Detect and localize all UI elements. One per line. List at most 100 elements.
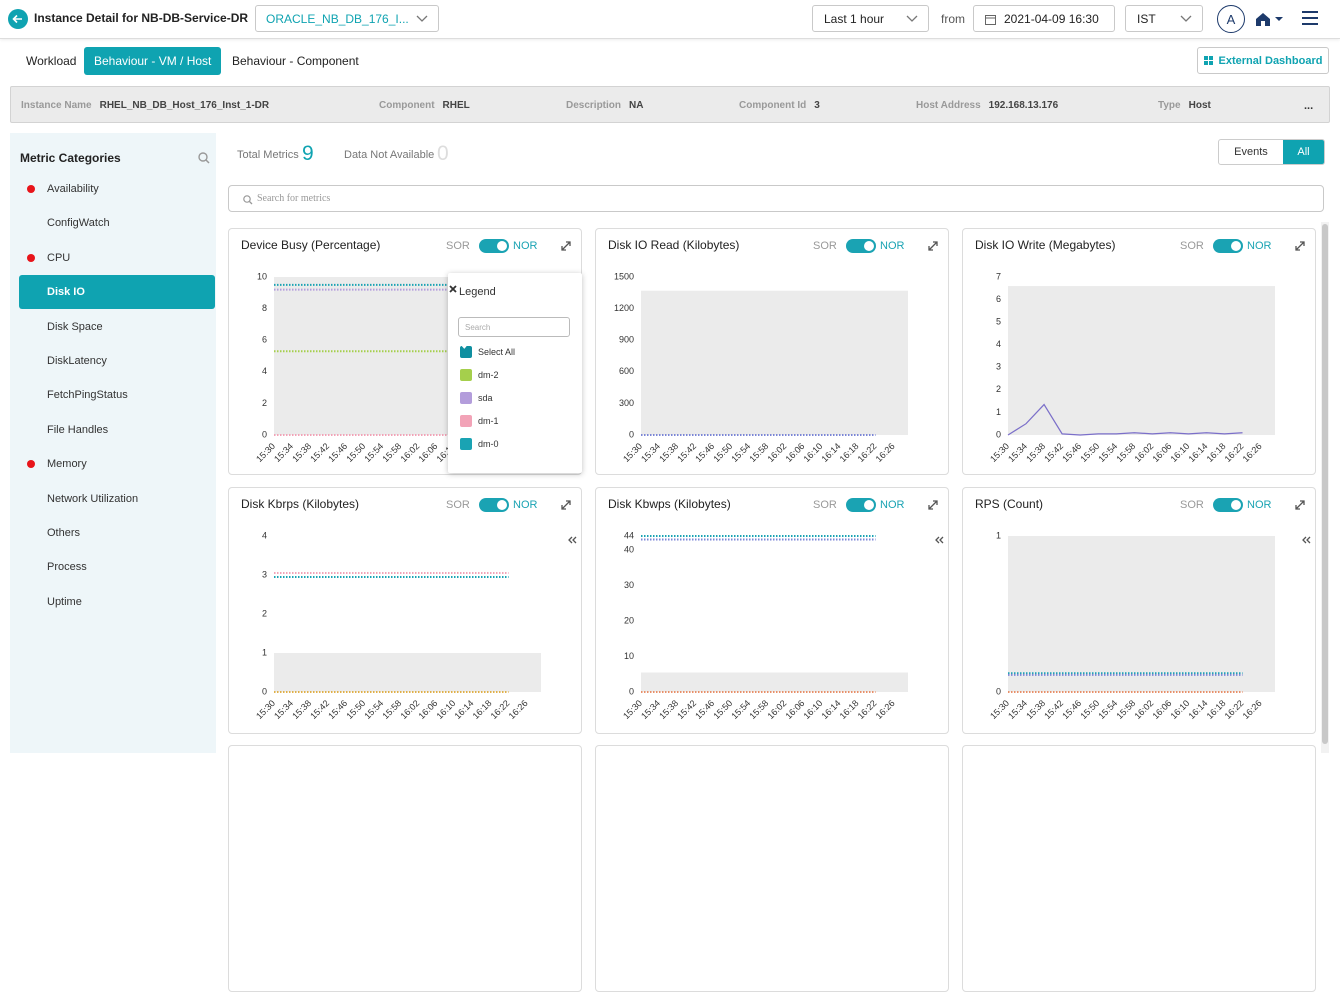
category-item[interactable]: Network Utilization [19,482,215,516]
collapse-icon[interactable] [1302,536,1311,544]
plot-shade [274,653,541,692]
chart-title: Disk Kbwps (Kilobytes) [608,497,731,511]
toggle-off-label: SOR [446,240,470,252]
expand-icon[interactable] [928,241,938,251]
time-range-select[interactable]: Last 1 hour [812,5,929,32]
category-name: Network Utilization [47,492,139,505]
instance-value: ORACLE_NB_DB_176_I... [266,11,409,26]
tab[interactable]: Behaviour - Component [232,54,359,68]
close-icon [449,285,457,293]
x-tick-label: 15:50 [344,441,367,464]
chart-card: Disk Kbwps (Kilobytes) SOR NOR 0 10 20 30 40 44 1… [595,487,949,734]
x-tick-label: 16:22 [856,441,879,464]
time-range-value: Last 1 hour [824,11,885,26]
legend-label: sda [478,392,493,403]
x-tick-label: 16:06 [1150,441,1173,464]
category-name: Memory [47,458,87,471]
x-tick-label: 15:30 [254,698,277,721]
external-dashboard-button[interactable]: External Dashboard [1197,47,1329,74]
info-label: Instance Name [21,100,92,111]
chevron [416,15,428,22]
x-tick-label: 16:02 [398,698,421,721]
x-tick-label: 15:58 [380,698,403,721]
expand-icon[interactable] [561,241,571,251]
filter-button[interactable]: All [1283,140,1324,164]
legend-close[interactable] [448,284,458,294]
scrollbar[interactable] [1321,222,1329,753]
collapse-icon[interactable] [935,536,944,544]
y-tick-label: 40 [624,545,634,555]
total-metrics-value: 9 [302,142,314,165]
category-item[interactable]: FetchPingStatus [19,378,215,412]
x-tick-label: 16:02 [1132,698,1155,721]
expand-icon[interactable] [561,500,571,510]
page: { "header": {"title": "Instance Detail f… [0,5,1340,992]
instance-select[interactable]: ORACLE_NB_DB_176_I... [255,5,439,32]
expand-icon[interactable] [1295,500,1305,510]
category-item[interactable]: Others [19,516,215,550]
category-item[interactable]: File Handles [19,413,215,447]
category-item[interactable]: ConfigWatch [19,206,215,240]
tab[interactable]: Workload [26,54,77,68]
metric-search[interactable]: Search for metrics [228,185,1324,212]
toggle-knob [1231,241,1241,251]
from-label: from [941,12,965,26]
timezone-select[interactable]: IST [1125,5,1203,32]
y-tick-label: 0 [629,686,634,696]
collapse-icon[interactable] [568,536,577,544]
category-name: Uptime [47,595,82,608]
category-item[interactable]: Disk Space [19,310,215,344]
avatar[interactable]: A [1217,5,1245,33]
chart: Disk IO Read (Kilobytes) SOR NOR 0 300 600 900… [608,238,938,464]
toggle-off-label: SOR [1180,499,1204,511]
category-name: ConfigWatch [47,217,110,230]
expand-icon[interactable] [928,500,938,510]
legend-entry[interactable]: dm-0 [460,342,515,455]
x-tick-label: 15:58 [1114,698,1137,721]
legend-entry[interactable]: dm-1 [460,342,515,432]
toggle-off-label: SOR [813,240,837,252]
info-label: Host Address [916,100,981,111]
legend-entry[interactable]: dm-2 [460,342,515,386]
category-name: Disk IO [47,286,85,299]
expand-icon[interactable] [1295,241,1305,251]
view-filter: Events All [1218,139,1325,165]
search-icon[interactable] [198,152,210,164]
info-value: RHEL [442,100,470,111]
category-name: File Handles [47,423,109,436]
scrollbar-thumb[interactable] [1322,224,1328,744]
x-tick-label: 16:02 [398,441,421,464]
x-tick-label: 15:58 [380,441,403,464]
toggle-on-label: NOR [1247,499,1272,511]
info-value: Host [1188,100,1211,111]
category-item[interactable]: Process [19,550,215,584]
x-tick-label: 16:10 [1168,698,1191,721]
category-item[interactable]: Availability [19,172,215,206]
legend-label: dm-0 [478,438,499,449]
hamburger-menu[interactable] [1302,10,1320,26]
info-label: Component [379,100,435,111]
tab[interactable]: Behaviour - VM / Host [84,47,222,75]
x-tick-label: 15:46 [693,441,716,464]
x-tick-label: 16:26 [874,441,897,464]
category-item[interactable]: Memory [19,447,215,481]
toggle-knob [497,500,507,510]
category-item[interactable]: CPU [19,241,215,275]
category-item[interactable]: DiskLatency [19,344,215,378]
chart-card [962,745,1316,992]
category-item[interactable]: Uptime [19,585,215,619]
home-menu[interactable] [1254,10,1288,28]
legend-entry[interactable]: sda [460,342,515,409]
x-tick-label: 15:50 [711,698,734,721]
toggle-knob [864,500,874,510]
category-item[interactable]: Disk IO [19,275,215,310]
from-date[interactable]: 2021-04-09 16:30 [973,5,1115,32]
x-tick-label: 15:46 [326,698,349,721]
legend-search[interactable]: Search [458,317,570,337]
x-tick-label: 16:10 [801,698,824,721]
info-value: RHEL_NB_DB_Host_176_Inst_1-DR [99,100,270,111]
filter-button[interactable]: Events [1234,146,1268,158]
x-tick-label: 15:34 [1006,698,1029,721]
back-button[interactable] [7,8,29,30]
info-more[interactable]: ... [1304,99,1314,112]
